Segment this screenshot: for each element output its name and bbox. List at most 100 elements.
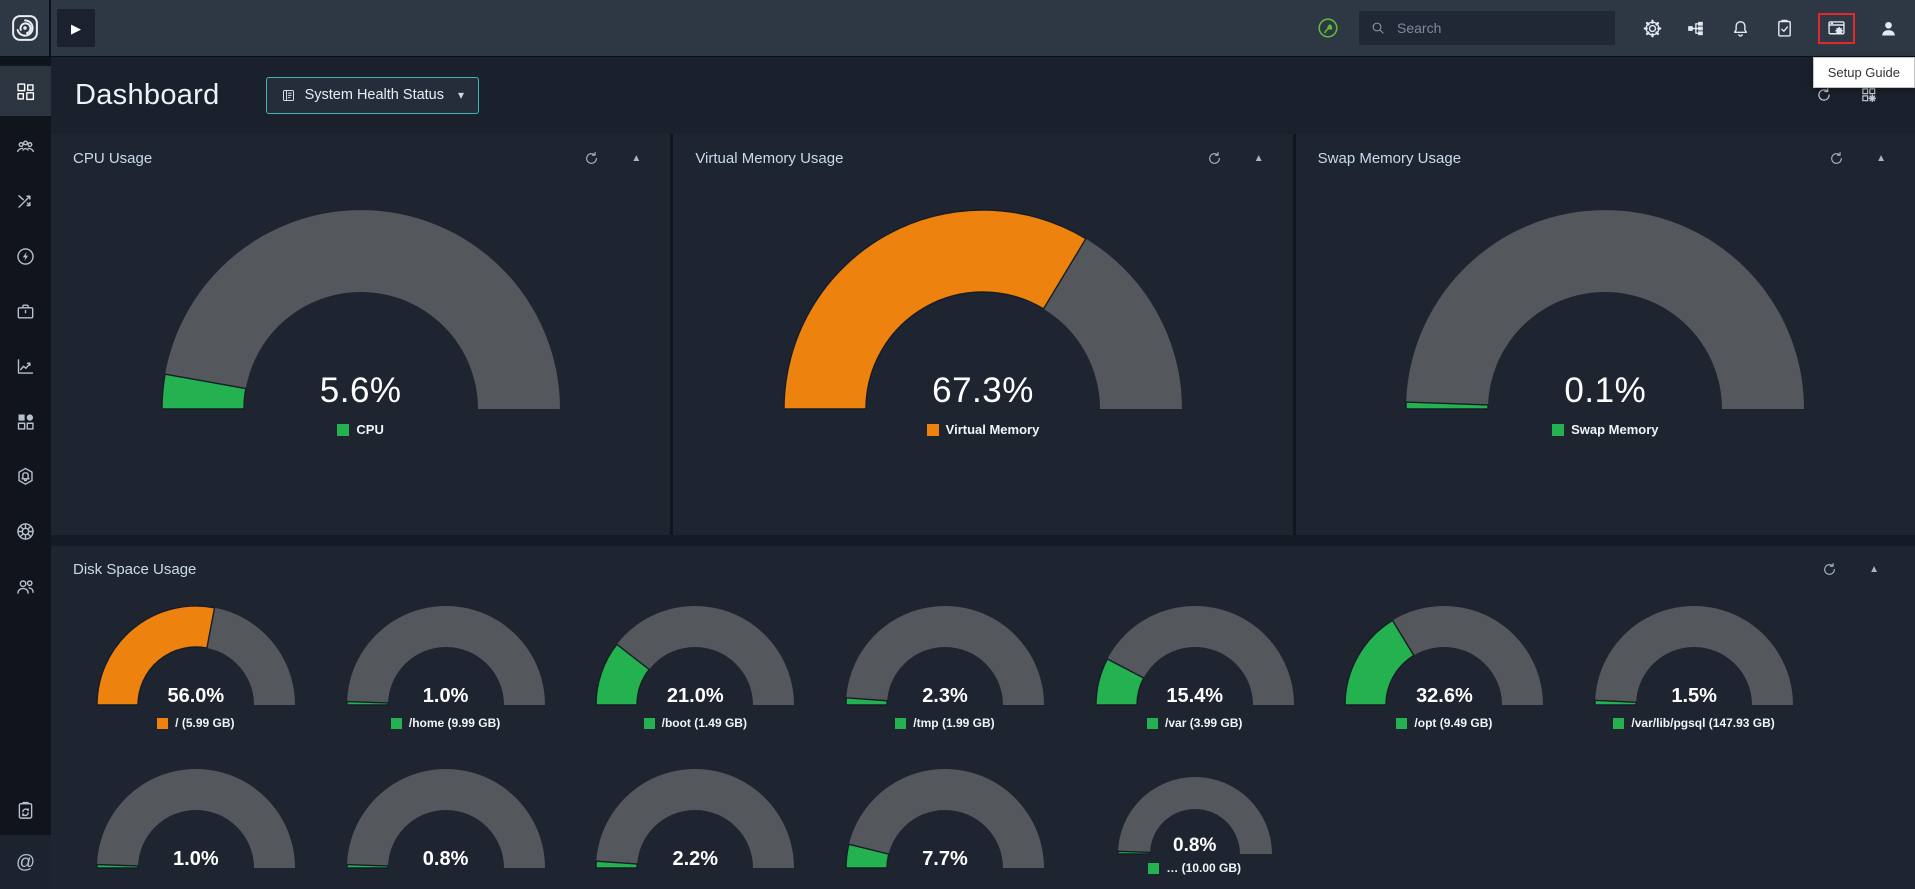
- users-icon: [15, 576, 36, 597]
- gauge-arc: 1.0%: [341, 604, 551, 707]
- panel-refresh-icon[interactable]: [1828, 150, 1845, 167]
- gauge-arc: 7.7%: [840, 767, 1050, 870]
- gauge-disk-4: 15.4% /var (3.99 GB): [1090, 604, 1300, 730]
- sidebar-item-widgets[interactable]: [0, 396, 51, 446]
- sidebar-item-admin[interactable]: [0, 506, 51, 556]
- disk-gauges-row-1: 56.0% / (5.99 GB) 1.0% /home (9.99 GB) 21.0%…: [71, 604, 1819, 730]
- notifications-icon[interactable]: [1730, 18, 1751, 39]
- gauge-legend: /var/lib/pgsql (147.93 GB): [1613, 716, 1775, 730]
- gauge-legend: /tmp (1.99 GB): [895, 716, 995, 730]
- gauge-arc: 0.1%: [1400, 207, 1810, 411]
- customize-dashboard-icon[interactable]: [1860, 86, 1878, 104]
- setup-guide-icon[interactable]: [1826, 18, 1847, 39]
- gauge-disk-1: 1.0% /home (9.99 GB): [341, 604, 551, 730]
- gauge-value: 21.0%: [666, 685, 724, 707]
- panel-title: CPU Usage: [73, 150, 153, 167]
- view-selector-label: System Health Status: [304, 87, 444, 103]
- gauge-legend-label: /var (3.99 GB): [1165, 716, 1243, 730]
- sidebar-item-business-view[interactable]: [0, 286, 51, 336]
- gauge-value: 15.4%: [1166, 685, 1224, 707]
- panel-cpu-usage: CPU Usage ▲ 5.6% CPU: [51, 134, 671, 535]
- settings-icon[interactable]: [1642, 18, 1663, 39]
- page-header: Dashboard System Health Status ▾: [51, 56, 1915, 134]
- gauge-disk-6: 1.5% /var/lib/pgsql (147.93 GB): [1589, 604, 1799, 730]
- search-input[interactable]: [1386, 19, 1604, 37]
- gauge-legend-label: Swap Memory: [1571, 422, 1659, 437]
- gauge-legend: /var (3.99 GB): [1147, 716, 1242, 730]
- gauge-legend-label: /home (9.99 GB): [408, 716, 501, 730]
- gauge-legend: /home (9.99 GB): [390, 716, 501, 730]
- gauge-value: 56.0%: [167, 685, 225, 707]
- sidebar-item-integrations[interactable]: [0, 176, 51, 226]
- legend-swatch: [390, 717, 402, 729]
- dashboard-actions: [1815, 86, 1891, 104]
- gauge-arc: 1.0%: [91, 767, 301, 870]
- gauge-value: 1.5%: [1671, 685, 1717, 707]
- panel-header: CPU Usage ▲: [51, 134, 670, 167]
- widgets-icon: [15, 411, 36, 432]
- expand-menu-button[interactable]: ▶: [57, 9, 95, 47]
- hexagon-bell-icon: [15, 466, 36, 487]
- line-chart-icon: [15, 356, 36, 377]
- gauge-disk-2: 21.0% /boot (1.49 GB): [590, 604, 800, 730]
- gauge-area: 67.3% Virtual Memory: [673, 207, 1292, 535]
- gauge-legend: CPU: [337, 422, 384, 437]
- sidebar: @: [0, 56, 51, 889]
- sidebar-item-support[interactable]: @: [0, 835, 51, 889]
- gauge-swap-memory-usage: 0.1% Swap Memory: [1400, 207, 1810, 437]
- panel-refresh-icon[interactable]: [583, 150, 600, 167]
- top-bar: ▶: [0, 0, 1915, 56]
- legend-swatch: [1148, 862, 1160, 874]
- sidebar-item-dashboard[interactable]: [0, 66, 51, 116]
- gauge-value: 0.8%: [1173, 835, 1217, 856]
- panel-collapse-icon[interactable]: ▲: [631, 152, 642, 164]
- view-selector-icon: [281, 88, 296, 103]
- legend-swatch: [1613, 717, 1625, 729]
- infrastructure-icon[interactable]: [1686, 18, 1707, 39]
- gauge-virtual-memory-usage: 67.3% Virtual Memory: [778, 207, 1188, 437]
- grid-dashboard-icon: [15, 81, 36, 102]
- view-selector-button[interactable]: System Health Status ▾: [265, 76, 480, 114]
- gauge-disk2-4: 0.8% … (10.00 GB): [1113, 775, 1277, 875]
- sidebar-item-monitor-groups[interactable]: [0, 121, 51, 171]
- play-icon: ▶: [71, 20, 81, 36]
- lightning-icon: [15, 246, 36, 267]
- gauge-value: 0.8%: [422, 848, 469, 870]
- panel-collapse-icon[interactable]: ▲: [1253, 152, 1264, 164]
- gauge-legend: … (10.00 GB): [1148, 861, 1241, 875]
- refresh-icon[interactable]: [1815, 86, 1833, 104]
- sidebar-item-user-management[interactable]: [0, 561, 51, 611]
- panel-refresh-icon[interactable]: [1821, 561, 1838, 578]
- gauge-value: 1.0%: [422, 685, 469, 707]
- gauge-legend-label: /var/lib/pgsql (147.93 GB): [1631, 716, 1775, 730]
- panel-collapse-icon[interactable]: ▲: [1869, 563, 1879, 575]
- shuffle-icon: [15, 191, 36, 212]
- gauge-area: 5.6% CPU: [51, 207, 670, 535]
- panel-collapse-icon[interactable]: ▲: [1876, 152, 1886, 164]
- search-box[interactable]: [1359, 11, 1615, 45]
- sidebar-item-audit[interactable]: [0, 785, 51, 835]
- gauge-legend-label: /boot (1.49 GB): [661, 716, 747, 730]
- briefcase-icon: [15, 301, 36, 322]
- gauge-disk-0: 56.0% / (5.99 GB): [91, 604, 301, 730]
- app-logo[interactable]: [0, 0, 51, 56]
- gauge-disk2-3: 7.7%: [840, 767, 1050, 875]
- eco-icon[interactable]: [1316, 16, 1340, 40]
- sidebar-item-reports[interactable]: [0, 341, 51, 391]
- user-icon[interactable]: [1878, 18, 1899, 39]
- sidebar-item-alarm-settings[interactable]: [0, 451, 51, 501]
- tasks-icon[interactable]: [1774, 18, 1795, 39]
- panel-actions: ▲: [1821, 561, 1879, 578]
- panel-title: Virtual Memory Usage: [695, 150, 844, 167]
- gauge-arc: 32.6%: [1339, 604, 1549, 707]
- gauge-legend: / (5.99 GB): [157, 716, 235, 730]
- sidebar-item-alarms[interactable]: [0, 231, 51, 281]
- wheel-icon: [15, 521, 36, 542]
- gauge-arc: 1.5%: [1589, 604, 1799, 707]
- panel-title: Swap Memory Usage: [1317, 150, 1462, 167]
- panel-refresh-icon[interactable]: [1206, 150, 1223, 167]
- at-icon: @: [15, 851, 36, 873]
- gauge-disk-5: 32.6% /opt (9.49 GB): [1339, 604, 1549, 730]
- legend-swatch: [1147, 717, 1159, 729]
- gauge-disk2-2: 2.2%: [590, 767, 800, 875]
